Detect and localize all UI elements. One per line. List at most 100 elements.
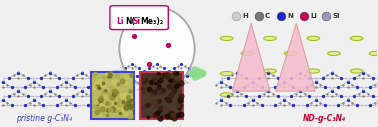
Point: [56, 77, 62, 79]
Point: [227, 86, 233, 88]
Point: [88, 95, 94, 97]
Point: [85, 86, 91, 88]
Bar: [91, 72, 135, 119]
Point: [154, 112, 160, 114]
Point: [79, 88, 85, 90]
Point: [124, 102, 130, 104]
Point: [127, 115, 133, 117]
Point: [20, 74, 26, 76]
Circle shape: [307, 69, 320, 73]
Point: [175, 83, 181, 85]
Point: [362, 86, 368, 88]
Point: [30, 77, 36, 79]
Point: [125, 65, 131, 67]
Point: [129, 74, 135, 76]
Point: [281, 81, 287, 83]
Point: [218, 79, 224, 81]
Point: [160, 89, 166, 91]
Point: [376, 104, 378, 106]
Point: [161, 74, 167, 76]
Point: [277, 84, 283, 86]
Point: [166, 70, 172, 73]
Point: [318, 102, 324, 104]
Point: [129, 78, 135, 80]
Point: [304, 104, 310, 106]
Point: [4, 84, 10, 86]
Point: [80, 104, 86, 106]
Point: [329, 90, 335, 92]
Point: [288, 95, 294, 97]
Point: [153, 67, 160, 69]
Point: [265, 70, 271, 72]
Point: [93, 101, 99, 103]
Point: [274, 95, 280, 97]
Point: [249, 81, 256, 83]
Point: [152, 82, 158, 84]
Point: [249, 99, 256, 101]
Point: [335, 104, 341, 106]
Point: [129, 63, 135, 65]
Point: [61, 77, 67, 79]
Point: [123, 82, 129, 84]
Point: [166, 75, 172, 77]
Point: [306, 77, 312, 79]
Point: [47, 72, 53, 74]
Circle shape: [241, 51, 254, 55]
Point: [178, 78, 184, 80]
Point: [351, 95, 357, 97]
Point: [141, 89, 147, 91]
Point: [223, 84, 229, 86]
Circle shape: [220, 72, 233, 76]
Point: [376, 81, 378, 83]
Point: [173, 75, 179, 77]
Text: N(: N(: [125, 17, 135, 26]
Point: [293, 93, 299, 95]
Text: Si: Si: [333, 13, 340, 19]
Point: [143, 104, 149, 106]
Point: [356, 93, 362, 95]
Point: [234, 88, 240, 90]
Point: [233, 15, 239, 17]
Point: [40, 104, 46, 106]
Point: [146, 82, 152, 84]
Point: [119, 95, 125, 97]
Point: [146, 67, 152, 69]
Point: [144, 74, 150, 76]
Point: [290, 104, 296, 106]
Point: [116, 100, 122, 102]
Point: [154, 76, 160, 78]
Point: [297, 77, 303, 79]
Point: [265, 88, 271, 90]
Point: [96, 87, 102, 89]
Point: [333, 74, 339, 76]
Point: [356, 74, 362, 76]
Point: [168, 116, 174, 118]
Point: [155, 76, 161, 78]
Point: [30, 95, 36, 97]
Point: [146, 116, 152, 118]
Point: [243, 95, 249, 97]
Point: [214, 102, 220, 104]
Point: [47, 77, 53, 79]
Point: [77, 104, 83, 106]
Point: [270, 74, 276, 76]
Point: [178, 95, 184, 97]
Point: [97, 99, 103, 101]
Point: [156, 92, 163, 94]
Point: [158, 117, 164, 119]
Point: [121, 101, 127, 103]
Point: [360, 88, 366, 90]
Point: [126, 100, 132, 102]
Point: [0, 81, 6, 83]
Point: [154, 82, 160, 84]
Point: [115, 105, 121, 107]
Point: [99, 82, 105, 84]
Point: [329, 88, 335, 90]
Point: [327, 86, 333, 88]
Point: [136, 67, 142, 69]
Point: [265, 95, 271, 97]
Point: [38, 77, 44, 79]
Point: [127, 90, 133, 92]
Point: [155, 88, 161, 90]
Point: [265, 90, 271, 92]
